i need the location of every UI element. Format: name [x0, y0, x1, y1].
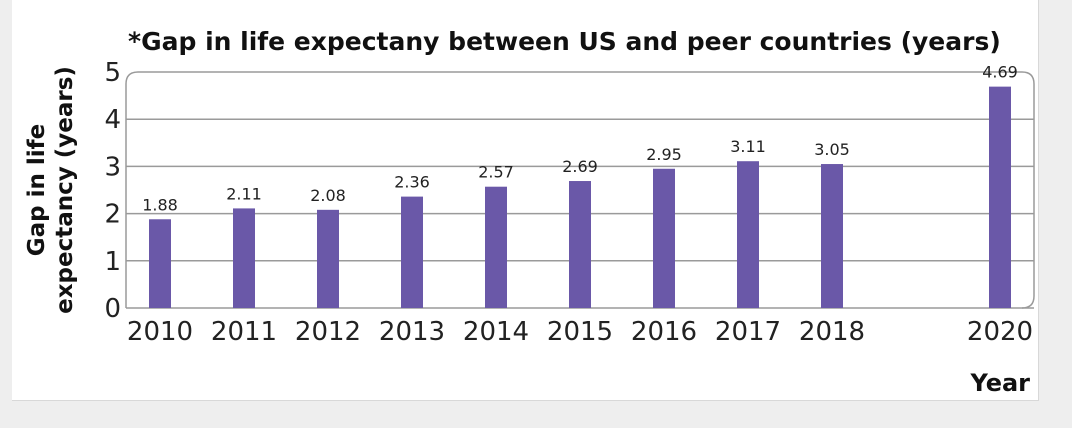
- y-axis-label-line-2: expectancy (years): [52, 66, 78, 314]
- y-tick-label: 5: [104, 58, 121, 88]
- bar-2018: [821, 164, 843, 308]
- data-label-2012: 2.08: [310, 186, 346, 205]
- data-label-2017: 3.11: [730, 137, 766, 156]
- x-axis-label: Year: [970, 369, 1031, 397]
- x-tick-label-2017: 2017: [715, 317, 781, 347]
- x-tick-label-2013: 2013: [379, 317, 445, 347]
- bar-2014: [485, 186, 507, 308]
- bar-2010: [149, 219, 171, 308]
- data-label-2015: 2.69: [562, 157, 598, 176]
- x-tick-label-2012: 2012: [295, 317, 361, 347]
- y-tick-label: 1: [104, 247, 121, 277]
- data-label-2011: 2.11: [226, 184, 262, 203]
- y-tick-label: 4: [104, 105, 121, 135]
- x-tick-label-2014: 2014: [463, 317, 529, 347]
- data-label-2018: 3.05: [814, 140, 850, 159]
- x-tick-label-2010: 2010: [127, 317, 193, 347]
- data-label-2016: 2.95: [646, 145, 682, 164]
- plot-frame: [125, 71, 1035, 309]
- bar-2017: [737, 161, 759, 308]
- x-tick-label-2016: 2016: [631, 317, 697, 347]
- data-label-2013: 2.36: [394, 173, 430, 192]
- data-label-2014: 2.57: [478, 163, 514, 182]
- y-tick-label: 2: [104, 200, 121, 230]
- bar-2013: [401, 196, 423, 308]
- bar-2011: [233, 208, 255, 308]
- bar-2016: [653, 168, 675, 308]
- y-tick-label: 0: [104, 294, 121, 324]
- y-tick-label: 3: [104, 152, 121, 182]
- chart-title: *Gap in life expectany between US and pe…: [128, 27, 1001, 56]
- x-tick-label-2011: 2011: [211, 317, 277, 347]
- x-tick-label-2015: 2015: [547, 317, 613, 347]
- x-tick-label-2018: 2018: [799, 317, 865, 347]
- bar-2020: [989, 86, 1011, 309]
- data-label-2010: 1.88: [142, 195, 178, 214]
- bar-2012: [317, 209, 339, 308]
- chart-panel: [12, 0, 1039, 401]
- bar-2015: [569, 181, 591, 308]
- y-axis-label-line-1: Gap in life: [24, 124, 50, 257]
- data-label-2020: 4.69: [982, 63, 1018, 82]
- x-tick-label-2020: 2020: [967, 317, 1033, 347]
